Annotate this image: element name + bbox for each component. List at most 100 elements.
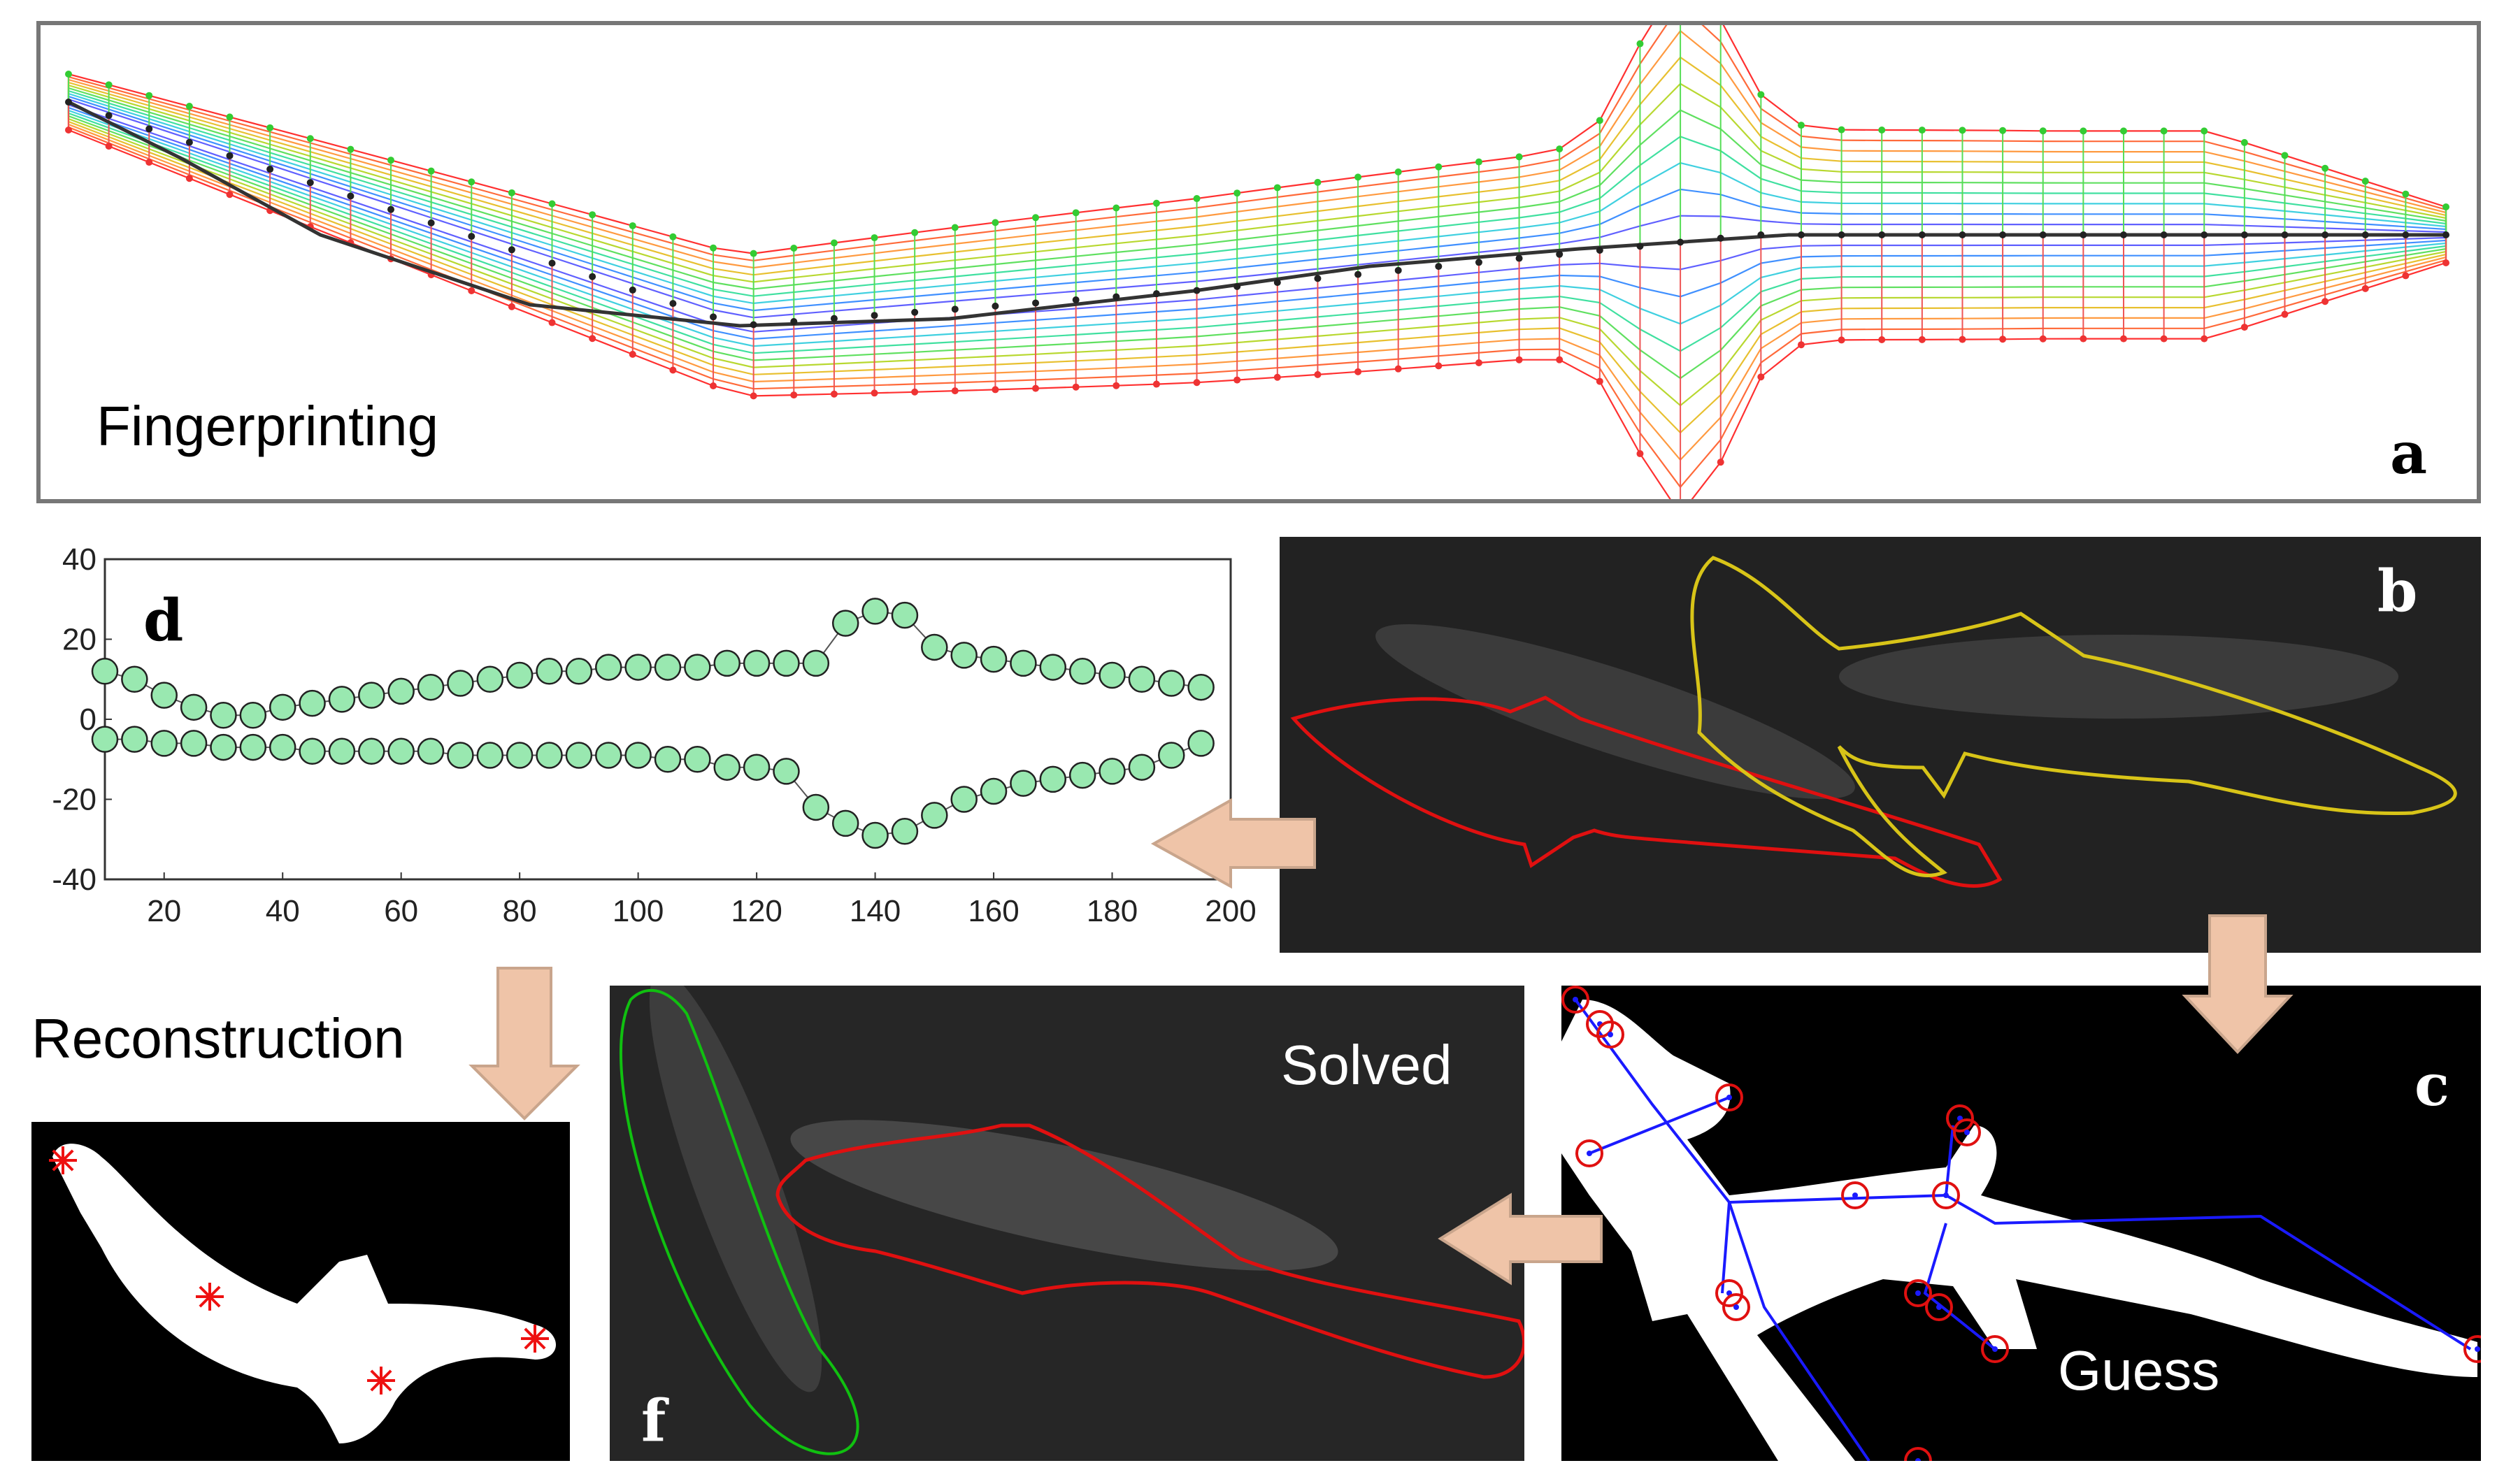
data-point (210, 702, 237, 729)
reconstructed-shape-image (49, 1144, 556, 1443)
midline-dot (1233, 282, 1241, 290)
rib-end-dot (1918, 336, 1926, 343)
yellow-outline (1690, 556, 2457, 878)
midline-dot (911, 308, 919, 316)
rib-end-dot (1959, 127, 1966, 134)
rib-end-dot (1757, 91, 1765, 99)
panel-letter-d: d (143, 587, 184, 654)
rib-end-dot (1797, 122, 1805, 129)
skeleton-branch-3 (1721, 1202, 1731, 1294)
midline-dot (629, 286, 636, 294)
rib-end-dot (1757, 373, 1765, 381)
rib-end-dot (1354, 173, 1362, 181)
rib-end-dot (2281, 152, 2289, 159)
data-point (91, 726, 119, 753)
rib-end-dot (2080, 127, 2087, 135)
data-point (506, 661, 534, 689)
midline-dot (1354, 271, 1362, 278)
midline-dot (65, 99, 72, 106)
midline-dot (871, 312, 878, 319)
node-circle (1981, 1335, 2009, 1363)
rib-end-dot (2321, 164, 2329, 172)
node-circle (1925, 1293, 1953, 1321)
data-point (1039, 654, 1067, 681)
data-point (447, 742, 474, 769)
midline-dot (2080, 231, 2087, 238)
midline-dot (1918, 231, 1926, 238)
midline-dot (2201, 231, 2208, 238)
rib-end-dot (508, 189, 515, 196)
data-point (1187, 673, 1215, 701)
rib-end-dot (2201, 127, 2208, 135)
rib-end-dot (1435, 362, 1443, 370)
skeleton-branch-5 (1923, 1223, 1996, 1350)
data-point (861, 598, 889, 625)
data-point (773, 758, 800, 785)
rib-end-dot (1878, 336, 1886, 344)
midline-dot (2321, 231, 2329, 238)
node-circle (1841, 1181, 1869, 1209)
rib-end-dot (1999, 127, 2007, 134)
chart-plot-frame (103, 558, 1232, 881)
contour-ring (67, 95, 2447, 340)
data-point (743, 649, 771, 677)
midline-dot (2442, 231, 2449, 238)
midline-dot (2361, 231, 2369, 238)
data-point (1010, 770, 1037, 797)
rib-end-dot (1636, 450, 1644, 458)
rib-end-dot (1475, 158, 1482, 166)
rib-end-dot (1152, 380, 1160, 388)
data-point (713, 649, 740, 677)
rib-end-dot (992, 219, 999, 226)
x-tick-label: 40 (266, 894, 300, 928)
data-point (476, 742, 504, 769)
node-circle (1722, 1293, 1750, 1321)
data-point (1187, 730, 1215, 757)
data-point (91, 658, 119, 685)
shark-body-yellow (1839, 635, 2398, 719)
skeleton-guess-image (1561, 986, 2481, 1461)
midline-dot (1757, 231, 1765, 238)
data-point (239, 702, 267, 729)
rib-end-dot (1314, 370, 1322, 378)
data-point (773, 649, 800, 677)
data-point (980, 645, 1008, 673)
rib-end-dot (185, 175, 193, 182)
midline-dot (1797, 231, 1805, 238)
fingerprinting-caption: Fingerprinting (96, 395, 439, 457)
midline-dot (266, 166, 274, 173)
node-circle (1586, 1010, 1614, 1038)
chart-points (91, 598, 1215, 849)
data-point (921, 633, 948, 661)
data-point (1039, 765, 1067, 793)
node-center-dot (1608, 1032, 1613, 1037)
rib-end-dot (1152, 199, 1160, 207)
midline-dot (468, 233, 475, 240)
node-circle (1953, 1118, 1981, 1146)
rib-end-dot (266, 124, 274, 131)
rib-end-dot (911, 229, 919, 236)
rib-end-dot (871, 234, 878, 242)
data-point (328, 686, 356, 713)
rib-end-dot (1032, 384, 1040, 392)
y-tick-label: -40 (52, 863, 96, 897)
node-center-dot (1936, 1304, 1942, 1310)
rib-end-dot (2240, 138, 2248, 146)
data-point (299, 737, 326, 765)
data-point (358, 737, 385, 765)
data-point (654, 654, 682, 681)
node-circle (1932, 1181, 1960, 1209)
data-point (1128, 754, 1156, 781)
node-center-dot (1915, 1290, 1921, 1296)
data-point (891, 601, 919, 629)
panel-d-chart: 20 40 60 80 100 120 140 160 180 200 40 20 0 -20 -40 d (0, 531, 1287, 937)
rib-end-dot (2402, 272, 2410, 280)
y-tick-label: -20 (52, 783, 96, 817)
rib-lines (65, 25, 2449, 499)
rib-end-dot (1515, 356, 1523, 363)
rib-end-dot (1717, 459, 1724, 466)
rib-end-dot (2160, 335, 2168, 343)
data-point (239, 733, 267, 761)
data-point (980, 777, 1008, 805)
rib-end-dot (1838, 336, 1845, 344)
